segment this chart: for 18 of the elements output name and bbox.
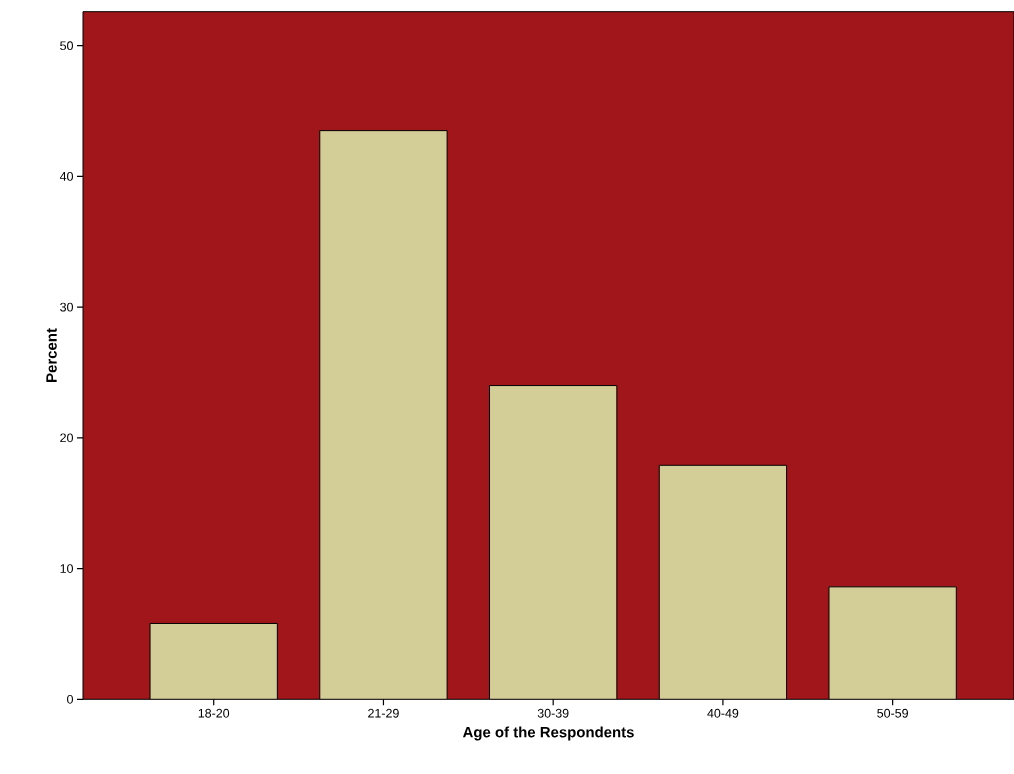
bar [489,385,618,700]
x-axis-title: Age of the Respondents [462,726,634,741]
x-tick-label: 21-29 [368,708,399,718]
bar [658,464,788,700]
x-tick-label: 18-20 [198,708,230,718]
x-tick-label: 40-49 [707,708,739,718]
y-axis-title: Percent [46,328,57,382]
bar [828,586,957,700]
y-tick-label: 50 [60,41,73,51]
x-tick-label: 50-59 [877,708,908,718]
bar [319,130,448,700]
bar [150,623,278,700]
y-tick-label: 30 [60,302,73,312]
y-tick-label: 0 [67,694,73,704]
y-tick-label: 20 [60,433,73,443]
x-tick-label: 30-39 [537,708,569,718]
y-tick-label: 10 [60,564,73,573]
y-tick-label: 40 [59,171,73,181]
